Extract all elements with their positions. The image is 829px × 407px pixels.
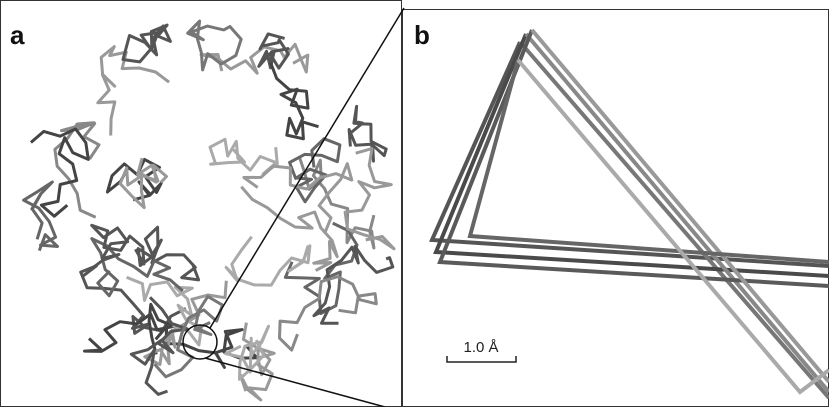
figure: a b 1.0 Å	[0, 0, 829, 407]
page: a b 1.0 Å (() => { const data = JSON.par…	[0, 0, 829, 407]
panel-label: a	[10, 20, 25, 50]
scale-bar-label: 1.0 Å	[463, 339, 498, 356]
panel-label: b	[414, 20, 430, 50]
